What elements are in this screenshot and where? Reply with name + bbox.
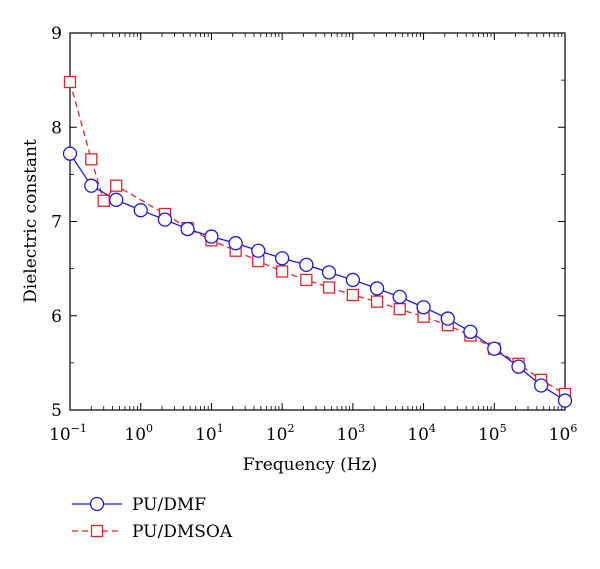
data-point-pu-dmf bbox=[84, 178, 99, 193]
legend-marker-pu-dmf bbox=[89, 496, 105, 512]
y-tick-label: 7 bbox=[51, 213, 62, 233]
x-tick-label: 106 bbox=[549, 422, 578, 445]
x-tick-label: 102 bbox=[266, 422, 295, 445]
legend-label-pu-dmf: PU/DMF bbox=[132, 495, 206, 515]
data-point-pu-dmf bbox=[274, 251, 290, 266]
data-point-pu-dmf bbox=[321, 265, 337, 280]
legend-label-pu-dmsoa: PU/DMSOA bbox=[132, 522, 233, 542]
y-tick-label: 5 bbox=[51, 401, 62, 421]
series-line-pu-dmsoa bbox=[69, 81, 566, 395]
x-tick-label: 104 bbox=[407, 422, 436, 445]
data-point-pu-dmf bbox=[369, 281, 385, 296]
data-point-pu-dmsoa bbox=[393, 303, 406, 316]
data-point-pu-dmsoa bbox=[63, 75, 77, 89]
x-tick-label: 10−1 bbox=[49, 422, 87, 445]
label-layer: Frequency (Hz) Dielectric constant bbox=[21, 139, 377, 475]
data-point-pu-dmf bbox=[109, 192, 124, 207]
x-tick-label: 103 bbox=[337, 422, 366, 445]
data-point-pu-dmf bbox=[557, 393, 573, 408]
data-point-pu-dmf bbox=[487, 341, 502, 356]
data-point-pu-dmsoa bbox=[300, 273, 313, 287]
data-point-pu-dmsoa bbox=[322, 281, 336, 294]
data-point-pu-dmf bbox=[392, 289, 407, 305]
data-point-pu-dmf bbox=[416, 300, 431, 315]
y-tick-label: 8 bbox=[51, 118, 62, 138]
data-point-pu-dmsoa bbox=[370, 295, 384, 308]
legend: PU/DMF PU/DMSOA bbox=[72, 495, 233, 542]
data-point-pu-dmf bbox=[463, 324, 478, 339]
data-point-pu-dmf bbox=[133, 203, 148, 218]
data-point-pu-dmf bbox=[62, 146, 78, 161]
series-layer bbox=[62, 75, 573, 408]
data-point-pu-dmf bbox=[251, 243, 266, 258]
data-point-pu-dmf bbox=[440, 311, 455, 326]
tick-layer: 10−1 100 101 102 103 104 105 106 5 6 7 8 9 bbox=[49, 24, 577, 445]
data-point-pu-dmsoa bbox=[275, 265, 289, 278]
data-point-pu-dmf bbox=[511, 359, 526, 374]
data-point-pu-dmf bbox=[157, 212, 173, 227]
y-axis-title: Dielectric constant bbox=[21, 139, 41, 303]
x-tick-label: 105 bbox=[478, 422, 507, 445]
x-tick-label: 100 bbox=[124, 422, 153, 445]
y-tick-label: 9 bbox=[51, 24, 62, 44]
x-tick-label: 101 bbox=[195, 422, 224, 445]
data-point-pu-dmsoa bbox=[110, 179, 123, 192]
x-axis-title: Frequency (Hz) bbox=[243, 455, 377, 475]
data-point-pu-dmsoa bbox=[85, 153, 98, 166]
data-point-pu-dmf bbox=[228, 236, 243, 251]
data-point-pu-dmf bbox=[345, 272, 361, 288]
data-point-pu-dmsoa bbox=[97, 194, 110, 207]
legend-marker-pu-dmsoa bbox=[90, 524, 104, 538]
data-point-pu-dmf bbox=[534, 378, 549, 393]
data-point-pu-dmsoa bbox=[346, 288, 360, 302]
data-point-pu-dmf bbox=[204, 229, 219, 244]
data-point-pu-dmf bbox=[180, 221, 195, 237]
series-line-pu-dmf bbox=[69, 153, 566, 402]
data-point-pu-dmf bbox=[299, 257, 314, 273]
y-tick-label: 6 bbox=[51, 307, 62, 327]
